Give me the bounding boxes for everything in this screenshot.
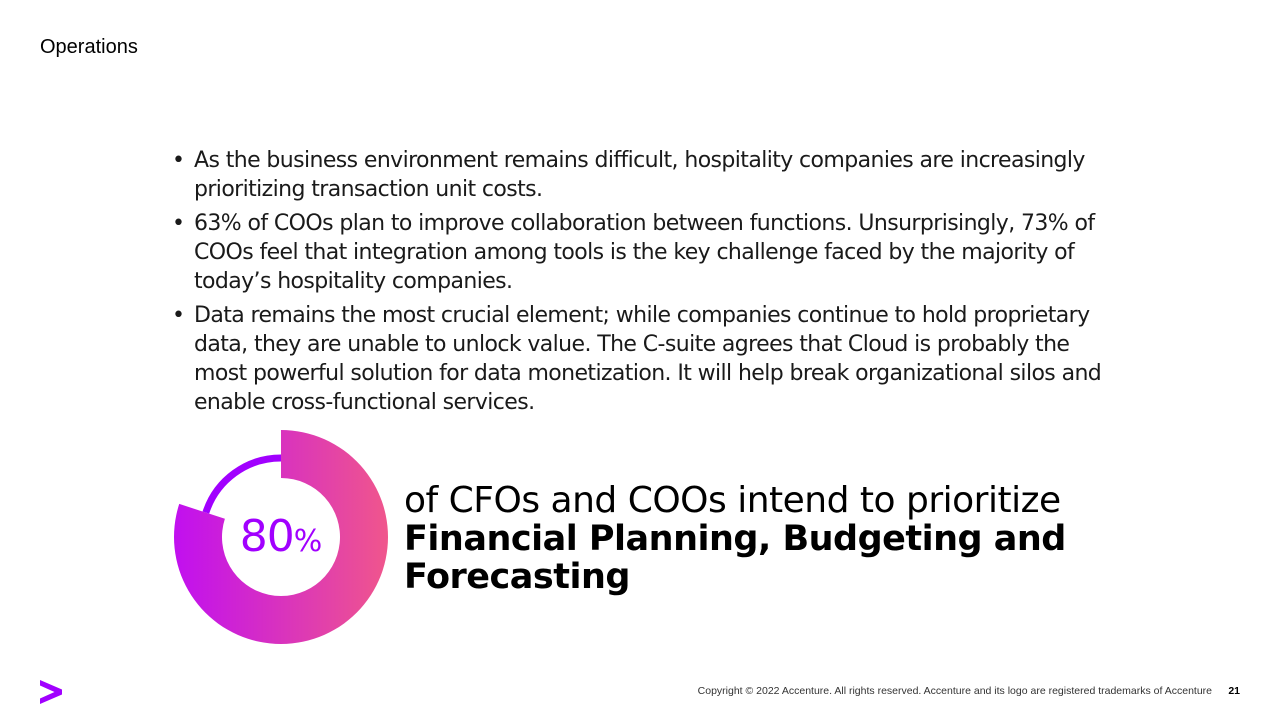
bullet-marker: • [172,211,185,236]
footer-copyright: Copyright © 2022 Accenture. All rights r… [697,685,1212,697]
donut-value: 80 % [172,428,390,646]
stat-unit: % [293,524,323,559]
stat-text-bold: Financial Planning, Budgeting and Foreca… [404,519,1066,597]
donut-chart: 80 % [172,428,390,646]
stat-value: 80 [239,511,295,562]
bullet-text: 63% of COOs plan to improve collaboratio… [194,211,1095,294]
bullet-marker: • [172,148,185,173]
page-number: 21 [1228,685,1240,697]
donut-svg [174,430,388,644]
donut-remainder-arc [202,454,282,514]
bullet-text: Data remains the most crucial element; w… [194,303,1102,415]
bullet-list: • As the business environment remains di… [172,146,1102,422]
donut-filled-arc [174,430,388,644]
bullet-item: • Data remains the most crucial element;… [172,301,1102,417]
stat-text-regular: of CFOs and COOs intend to prioritize [404,480,1061,521]
accenture-logo-icon [40,680,62,704]
slide-title: Operations [40,36,138,58]
bullet-item: • As the business environment remains di… [172,146,1102,204]
bullet-item: • 63% of COOs plan to improve collaborat… [172,209,1102,296]
stat-description: of CFOs and COOs intend to prioritize Fi… [404,480,1104,597]
bullet-marker: • [172,303,185,328]
bullet-text: As the business environment remains diff… [194,148,1085,202]
